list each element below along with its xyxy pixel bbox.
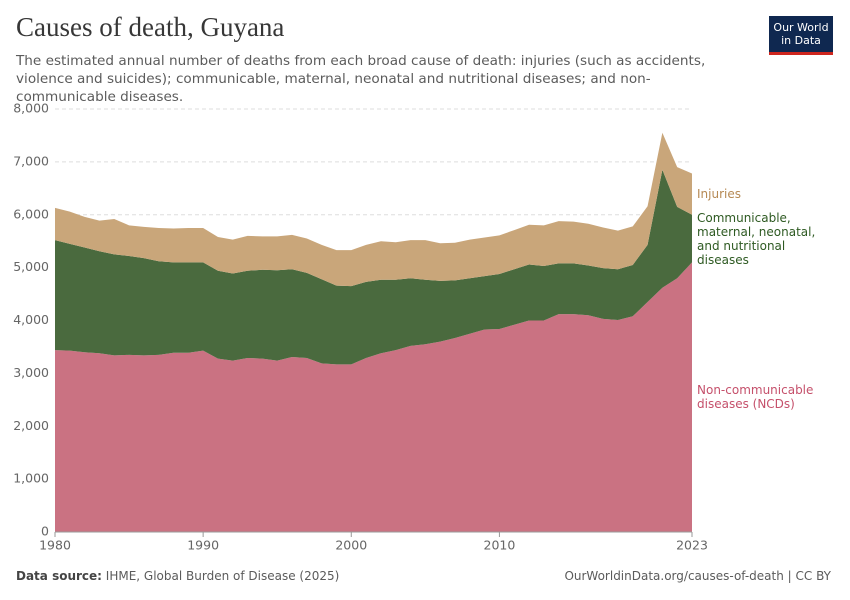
subtitle: The estimated annual number of deaths fr… <box>16 53 706 105</box>
logo-line: Our World <box>773 21 829 34</box>
x-tick-label: 2000 <box>335 538 367 553</box>
source-url[interactable]: OurWorldinData.org/causes-of-death | CC … <box>564 569 831 583</box>
logo[interactable]: Our World in Data <box>769 16 833 55</box>
area <box>55 262 692 532</box>
y-tick-label: 3,000 <box>13 365 49 380</box>
title: Causes of death, Guyana <box>16 12 285 42</box>
y-tick-label: 4,000 <box>13 312 49 327</box>
y-tick-label: 5,000 <box>13 259 49 274</box>
area <box>55 169 692 365</box>
source-text: IHME, Global Burden of Disease (2025) <box>105 569 340 583</box>
area <box>55 132 692 287</box>
y-tick-label: 7,000 <box>13 153 49 168</box>
x-tick-label: 1980 <box>39 538 71 553</box>
y-tick-label: 0 <box>41 524 49 539</box>
series-label: Communicable, maternal, neonatal, and nu… <box>697 210 816 267</box>
y-tick-label: 8,000 <box>13 101 49 116</box>
series-label: Injuries <box>697 187 741 202</box>
y-tick-label: 1,000 <box>13 471 49 486</box>
x-tick-label: 1990 <box>187 538 219 553</box>
y-tick-label: 2,000 <box>13 418 49 433</box>
x-tick-label: 2023 <box>676 538 708 553</box>
x-tick-label: 2010 <box>484 538 516 553</box>
series-label: Non-communicable diseases (NCDs) <box>697 383 814 412</box>
y-tick-label: 6,000 <box>13 206 49 221</box>
source-label: Data source: <box>16 569 102 583</box>
logo-line: in Data <box>781 34 821 47</box>
source: Data source: IHME, Global Burden of Dise… <box>16 569 339 583</box>
